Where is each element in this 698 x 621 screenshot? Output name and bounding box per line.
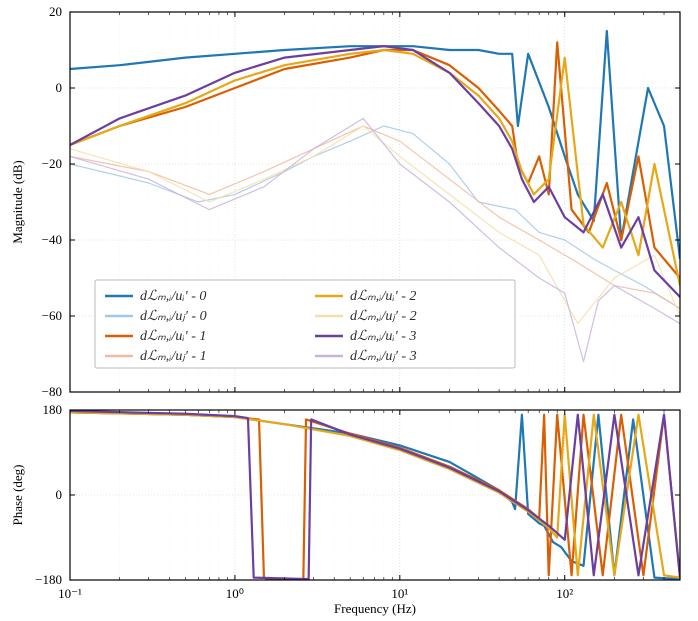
bode-plot-figure: 10⁻¹ 10⁰ 10¹ 10² −80 −60 −40 −20 0 20 −180 0 180 Magn… [0, 0, 698, 621]
svg-text:−40: −40 [42, 232, 62, 247]
svg-text:−60: −60 [42, 308, 62, 323]
svg-text:0: 0 [56, 80, 63, 95]
svg-text:20: 20 [49, 4, 62, 19]
svg-text:Frequency (Hz): Frequency (Hz) [334, 601, 416, 616]
chart-svg: 10⁻¹ 10⁰ 10¹ 10² −80 −60 −40 −20 0 20 −180 0 180 Magn… [0, 0, 698, 621]
svg-text:−180: −180 [35, 572, 62, 587]
svg-text:Magnitude (dB): Magnitude (dB) [10, 160, 25, 243]
svg-text:−80: −80 [42, 384, 62, 399]
svg-text:180: 180 [43, 402, 63, 417]
svg-text:Phase (deg): Phase (deg) [10, 464, 25, 525]
svg-text:dℒₘ,ᵢ/uᵢ′ - 2: dℒₘ,ᵢ/uᵢ′ - 2 [350, 289, 416, 304]
svg-text:dℒₘ,ᵢ/uᵢ′ - 0: dℒₘ,ᵢ/uᵢ′ - 0 [140, 289, 206, 304]
svg-text:dℒₘ,ᵢ/uᵢ′ - 3: dℒₘ,ᵢ/uᵢ′ - 3 [350, 329, 416, 344]
svg-text:dℒₘ,ᵢ/uⱼ′ - 1: dℒₘ,ᵢ/uⱼ′ - 1 [140, 349, 207, 364]
svg-text:10²: 10² [556, 586, 573, 601]
svg-text:10¹: 10¹ [391, 586, 408, 601]
svg-text:dℒₘ,ᵢ/uⱼ′ - 0: dℒₘ,ᵢ/uⱼ′ - 0 [140, 309, 207, 324]
svg-text:dℒₘ,ᵢ/uⱼ′ - 3: dℒₘ,ᵢ/uⱼ′ - 3 [350, 349, 417, 364]
svg-text:dℒₘ,ᵢ/uⱼ′ - 2: dℒₘ,ᵢ/uⱼ′ - 2 [350, 309, 417, 324]
svg-text:0: 0 [56, 487, 63, 502]
svg-text:10⁰: 10⁰ [226, 586, 244, 601]
svg-text:−20: −20 [42, 156, 62, 171]
svg-text:10⁻¹: 10⁻¹ [58, 586, 82, 601]
svg-text:dℒₘ,ᵢ/uᵢ′ - 1: dℒₘ,ᵢ/uᵢ′ - 1 [140, 329, 206, 344]
